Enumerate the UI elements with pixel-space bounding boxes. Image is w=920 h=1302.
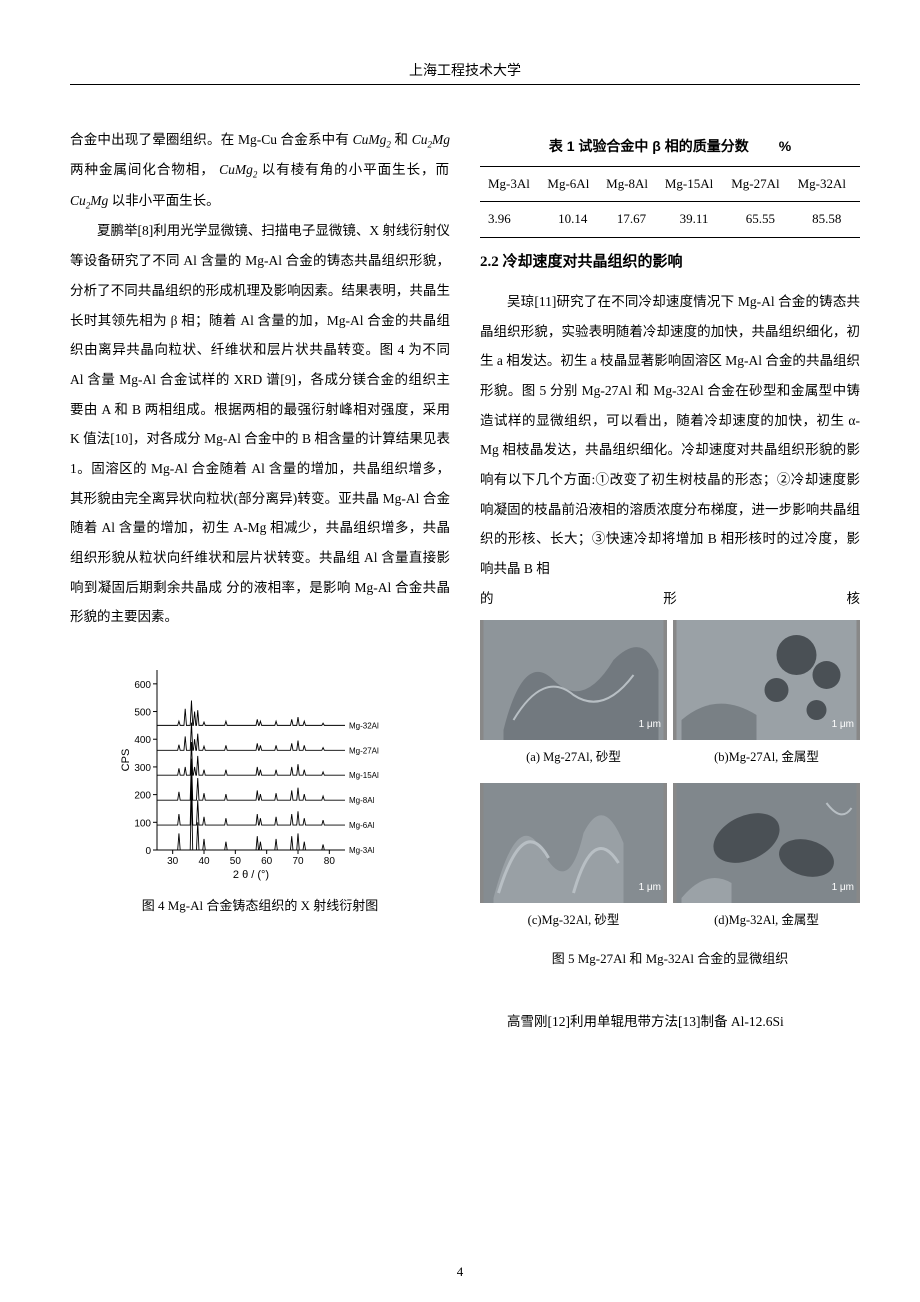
sem-image-d: 1 μm [673,783,860,903]
xrd-svg: 0 100 200 300 400 500 600 30 40 50 60 70 80 CPS 2 θ / … [115,662,405,882]
svg-text:60: 60 [261,856,273,867]
svg-text:200: 200 [134,791,151,802]
svg-text:600: 600 [134,680,151,691]
svg-text:2 θ / (°): 2 θ / (°) [233,869,269,881]
section-2-2-heading: 2.2 冷却速度对共晶组织的影响 [480,246,860,279]
svg-text:100: 100 [134,818,151,829]
table-data-cell: 85.58 [794,202,860,238]
cumg2-base2: CuMg [219,162,253,177]
sem-caption-a: (a) Mg-27Al, 砂型 [480,740,667,778]
figure-5-caption: 图 5 Mg-27Al 和 Mg-32Al 合金的显微组织 [480,945,860,974]
sem-panel-c: 1 μm (c)Mg-32Al, 砂型 [480,783,667,941]
table-header-cell: Mg-32Al [794,166,860,202]
table-header-cell: Mg-15Al [661,166,727,202]
mg-text2: Mg [90,193,108,208]
table-1-title-unit: % [779,131,791,162]
table-1-data: Mg-3AlMg-6AlMg-8AlMg-15AlMg-27AlMg-32Al … [480,166,860,238]
spread-c: 核 [847,584,861,614]
p1-text-b: 两种金属间化合物相， [70,162,215,177]
sem-caption-c: (c)Mg-32Al, 砂型 [480,903,667,941]
svg-text:Mg-3Al: Mg-3Al [349,846,375,855]
svg-text:40: 40 [198,856,210,867]
table-1-title: 表 1 试验合金中 β 相的质量分数 % [480,131,860,162]
p1-text-c: 以有棱有角的小平面生长，而 [262,162,450,177]
table-data-cell: 10.14 [543,202,602,238]
cu2-base2: Cu [70,193,86,208]
scale-bar-a: 1 μm [639,714,661,736]
sem-image-a: 1 μm [480,620,667,740]
figure-5: 1 μm (a) Mg-27Al, 砂型 1 [480,620,860,974]
right-para-1: 吴琼[11]研究了在不同冷却速度情况下 Mg-Al 合金的铸态共晶组织形貌，实验… [480,287,860,584]
sem-image-b: 1 μm [673,620,860,740]
svg-text:400: 400 [134,735,151,746]
svg-text:Mg-6Al: Mg-6Al [349,821,375,830]
table-header-cell: Mg-8Al [602,166,661,202]
table-1-title-main: 表 1 试验合金中 β 相的质量分数 [549,131,749,162]
and-text: 和 [394,132,411,147]
xrd-chart: 0 100 200 300 400 500 600 30 40 50 60 70 80 CPS 2 θ / … [115,662,405,882]
table-data-cell: 3.96 [480,202,543,238]
two-column-layout: 合金中出现了晕圈组织。在 Mg-Cu 合金系中有 CuMg2 和 Cu2Mg 两… [70,125,860,1037]
formula-cu2mg-a: Cu2Mg [412,132,450,147]
left-para-1: 合金中出现了晕圈组织。在 Mg-Cu 合金系中有 CuMg2 和 Cu2Mg 两… [70,125,450,216]
formula-cumg2-a: CuMg2 [353,132,391,147]
svg-text:30: 30 [167,856,179,867]
svg-text:0: 0 [145,846,151,857]
figure-4-caption: 图 4 Mg-Al 合金铸态组织的 X 射线衍射图 [70,892,450,921]
svg-text:300: 300 [134,763,151,774]
sem-caption-b: (b)Mg-27Al, 金属型 [673,740,860,778]
table-row: 3.9610.1417.6739.1165.5585.58 [480,202,860,238]
svg-text:Mg-15Al: Mg-15Al [349,771,379,780]
svg-text:50: 50 [230,856,242,867]
p1-text-d: 以非小平面生长。 [112,193,220,208]
sem-panel-a: 1 μm (a) Mg-27Al, 砂型 [480,620,667,778]
table-1: 表 1 试验合金中 β 相的质量分数 % Mg-3AlMg-6AlMg-8AlM… [480,131,860,238]
sub-2a: 2 [386,140,391,150]
page-number: 4 [0,1264,920,1280]
left-column: 合金中出现了晕圈组织。在 Mg-Cu 合金系中有 CuMg2 和 Cu2Mg 两… [70,125,450,1037]
cu2-base: Cu [412,132,428,147]
figure-5-grid: 1 μm (a) Mg-27Al, 砂型 1 [480,620,860,941]
svg-text:70: 70 [292,856,304,867]
svg-text:CPS: CPS [120,749,132,772]
table-data-cell: 17.67 [602,202,661,238]
svg-text:Mg-27Al: Mg-27Al [349,746,379,755]
right-para-2: 高雪刚[12]利用单辊甩带方法[13]制备 Al-12.6Si [480,1007,860,1037]
table-row: Mg-3AlMg-6AlMg-8AlMg-15AlMg-27AlMg-32Al [480,166,860,202]
svg-text:Mg-8Al: Mg-8Al [349,796,375,805]
scale-bar-c: 1 μm [639,877,661,899]
table-header-cell: Mg-27Al [727,166,793,202]
svg-text:80: 80 [324,856,336,867]
spread-a: 的 [480,584,494,614]
sem-caption-d: (d)Mg-32Al, 金属型 [673,903,860,941]
left-para-2: 夏鹏举[8]利用光学显微镜、扫描电子显微镜、X 射线衍射仪等设备研究了不同 Al… [70,216,450,632]
svg-text:500: 500 [134,708,151,719]
table-data-cell: 39.11 [661,202,727,238]
spread-text-line: 的 形 核 [480,584,860,614]
right-column: 表 1 试验合金中 β 相的质量分数 % Mg-3AlMg-6AlMg-8AlM… [480,125,860,1037]
table-header-cell: Mg-6Al [543,166,602,202]
scale-bar-d: 1 μm [832,877,854,899]
sub-2c: 2 [253,170,258,180]
table-data-cell: 65.55 [727,202,793,238]
spread-b: 形 [663,584,677,614]
figure-4: 0 100 200 300 400 500 600 30 40 50 60 70 80 CPS 2 θ / … [70,662,450,921]
page-header: 上海工程技术大学 [70,60,860,85]
sem-panel-b: 1 μm (b)Mg-27Al, 金属型 [673,620,860,778]
formula-cu2mg-b: Cu2Mg [70,193,108,208]
sem-image-c: 1 μm [480,783,667,903]
formula-cumg2-b: CuMg2 [219,162,257,177]
sem-panel-d: 1 μm (d)Mg-32Al, 金属型 [673,783,860,941]
svg-text:Mg-32Al: Mg-32Al [349,721,379,730]
cumg2-base: CuMg [353,132,387,147]
mg-text: Mg [432,132,450,147]
p1-text-a: 合金中出现了晕圈组织。在 Mg-Cu 合金系中有 [70,132,353,147]
table-header-cell: Mg-3Al [480,166,543,202]
scale-bar-b: 1 μm [832,714,854,736]
